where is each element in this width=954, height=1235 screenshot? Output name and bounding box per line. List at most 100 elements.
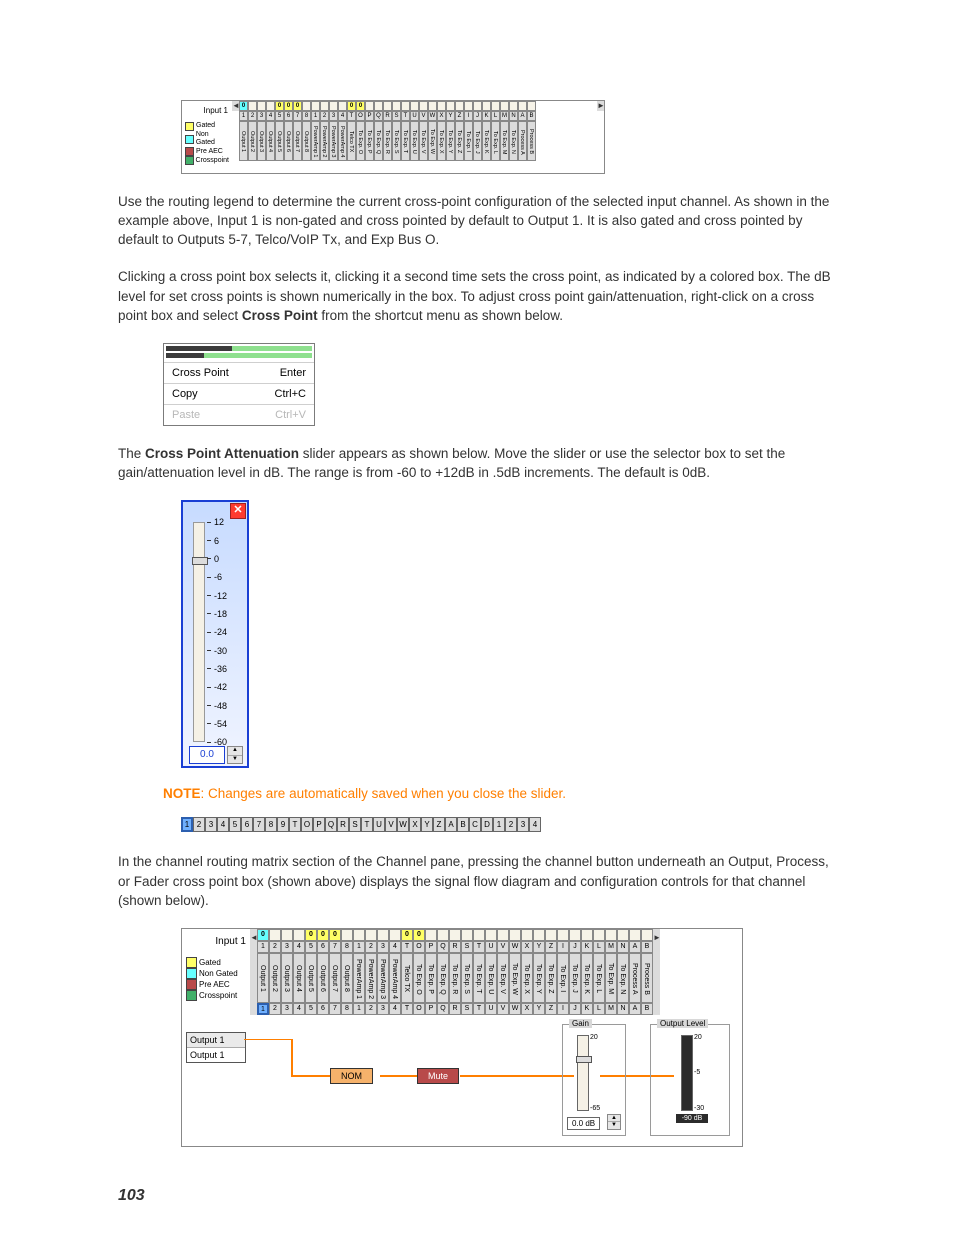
- channel-strip-button[interactable]: 3: [205, 817, 217, 832]
- crosspoint-cell[interactable]: [533, 929, 545, 941]
- channel-strip-button[interactable]: V: [385, 817, 397, 832]
- crosspoint-cell[interactable]: [437, 101, 446, 111]
- channel-strip-button[interactable]: A: [445, 817, 457, 832]
- crosspoint-cell[interactable]: [455, 101, 464, 111]
- channel-strip-button[interactable]: 2: [193, 817, 205, 832]
- close-icon[interactable]: ✕: [230, 503, 246, 519]
- channel-button[interactable]: N: [617, 1003, 629, 1015]
- crosspoint-cell[interactable]: [449, 929, 461, 941]
- crosspoint-cell[interactable]: [497, 929, 509, 941]
- crosspoint-cell[interactable]: 0: [275, 101, 284, 111]
- channel-button[interactable]: I: [557, 1003, 569, 1015]
- channel-button[interactable]: S: [461, 1003, 473, 1015]
- slider-spinner[interactable]: ▲▼: [227, 746, 243, 764]
- channel-strip-button[interactable]: P: [313, 817, 325, 832]
- crosspoint-cell[interactable]: [605, 929, 617, 941]
- channel-button[interactable]: L: [593, 1003, 605, 1015]
- slider-track[interactable]: [193, 522, 205, 742]
- crosspoint-cell[interactable]: 0: [413, 929, 425, 941]
- channel-strip-button[interactable]: X: [409, 817, 421, 832]
- crosspoint-cell[interactable]: [473, 929, 485, 941]
- channel-button[interactable]: 6: [317, 1003, 329, 1015]
- channel-button[interactable]: 8: [341, 1003, 353, 1015]
- crosspoint-cell[interactable]: 0: [347, 101, 356, 111]
- channel-strip-button[interactable]: 1: [493, 817, 505, 832]
- channel-button[interactable]: 3: [281, 1003, 293, 1015]
- crosspoint-cell[interactable]: [365, 929, 377, 941]
- channel-button[interactable]: 1: [257, 1003, 269, 1015]
- channel-button[interactable]: T: [401, 1003, 413, 1015]
- nom-node[interactable]: NOM: [330, 1068, 373, 1084]
- channel-button[interactable]: T: [473, 1003, 485, 1015]
- gain-value[interactable]: 0.0 dB: [567, 1117, 600, 1130]
- channel-strip-button[interactable]: R: [337, 817, 349, 832]
- crosspoint-cell[interactable]: [293, 929, 305, 941]
- crosspoint-cell[interactable]: [518, 101, 527, 111]
- crosspoint-cell[interactable]: 0: [356, 101, 365, 111]
- crosspoint-cell[interactable]: [500, 101, 509, 111]
- channel-button[interactable]: B: [641, 1003, 653, 1015]
- crosspoint-cell[interactable]: [383, 101, 392, 111]
- crosspoint-cell[interactable]: [419, 101, 428, 111]
- channel-button[interactable]: R: [449, 1003, 461, 1015]
- channel-button[interactable]: O: [413, 1003, 425, 1015]
- crosspoint-cell[interactable]: 0: [293, 101, 302, 111]
- crosspoint-cell[interactable]: [473, 101, 482, 111]
- crosspoint-cell[interactable]: [482, 101, 491, 111]
- crosspoint-cell[interactable]: [257, 101, 266, 111]
- channel-strip-button[interactable]: 2: [505, 817, 517, 832]
- channel-button[interactable]: 1: [353, 1003, 365, 1015]
- crosspoint-cell[interactable]: [338, 101, 347, 111]
- crosspoint-cell[interactable]: [437, 929, 449, 941]
- crosspoint-cell[interactable]: [266, 101, 275, 111]
- channel-strip-button[interactable]: Y: [421, 817, 433, 832]
- crosspoint-cell[interactable]: 0: [257, 929, 269, 941]
- channel-strip-button[interactable]: 6: [241, 817, 253, 832]
- scroll-left-icon[interactable]: ◄: [232, 101, 239, 111]
- crosspoint-cell[interactable]: 0: [329, 929, 341, 941]
- crosspoint-cell[interactable]: [377, 929, 389, 941]
- channel-button[interactable]: 7: [329, 1003, 341, 1015]
- channel-strip-button[interactable]: 5: [229, 817, 241, 832]
- channel-button[interactable]: K: [581, 1003, 593, 1015]
- gain-thumb[interactable]: [576, 1056, 592, 1063]
- output-name-field[interactable]: Output 1: [187, 1048, 245, 1062]
- channel-button[interactable]: 2: [269, 1003, 281, 1015]
- crosspoint-cell[interactable]: [410, 101, 419, 111]
- channel-strip-button[interactable]: O: [301, 817, 313, 832]
- channel-button[interactable]: M: [605, 1003, 617, 1015]
- crosspoint-cell[interactable]: [353, 929, 365, 941]
- crosspoint-cell[interactable]: [281, 929, 293, 941]
- crosspoint-cell[interactable]: [593, 929, 605, 941]
- channel-strip-button[interactable]: D: [481, 817, 493, 832]
- crosspoint-cell[interactable]: [521, 929, 533, 941]
- channel-button[interactable]: 2: [365, 1003, 377, 1015]
- channel-button[interactable]: 4: [389, 1003, 401, 1015]
- crosspoint-cell[interactable]: [320, 101, 329, 111]
- mute-node[interactable]: Mute: [417, 1068, 459, 1084]
- crosspoint-cell[interactable]: [302, 101, 311, 111]
- crosspoint-cell[interactable]: [464, 101, 473, 111]
- crosspoint-cell[interactable]: [341, 929, 353, 941]
- channel-strip-button[interactable]: S: [349, 817, 361, 832]
- channel-button[interactable]: Q: [437, 1003, 449, 1015]
- channel-button[interactable]: U: [485, 1003, 497, 1015]
- channel-strip-button[interactable]: 4: [529, 817, 541, 832]
- channel-button[interactable]: 3: [377, 1003, 389, 1015]
- slider-thumb[interactable]: [192, 557, 208, 565]
- crosspoint-cell[interactable]: [365, 101, 374, 111]
- channel-strip-button[interactable]: W: [397, 817, 409, 832]
- channel-strip-button[interactable]: B: [457, 817, 469, 832]
- channel-button[interactable]: X: [521, 1003, 533, 1015]
- channel-strip-button[interactable]: 3: [517, 817, 529, 832]
- channel-strip-button[interactable]: 7: [253, 817, 265, 832]
- output-selector[interactable]: Output 1 Output 1: [186, 1032, 246, 1063]
- crosspoint-cell[interactable]: 0: [401, 929, 413, 941]
- crosspoint-cell[interactable]: [485, 929, 497, 941]
- crosspoint-cell[interactable]: [425, 929, 437, 941]
- crosspoint-cell[interactable]: 0: [305, 929, 317, 941]
- scroll-right-icon[interactable]: ►: [597, 101, 604, 111]
- crosspoint-cell[interactable]: [428, 101, 437, 111]
- crosspoint-cell[interactable]: [269, 929, 281, 941]
- crosspoint-cell[interactable]: [569, 929, 581, 941]
